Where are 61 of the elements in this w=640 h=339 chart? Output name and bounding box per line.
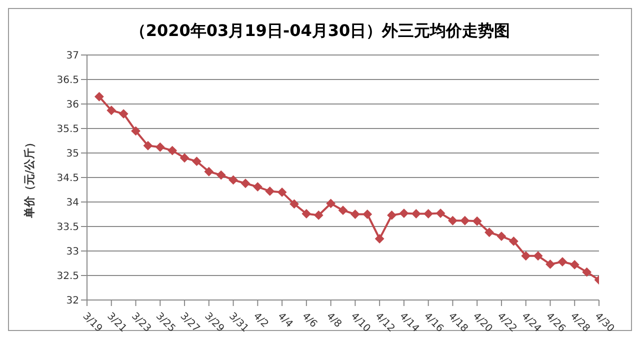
point [412,209,421,218]
point [278,188,287,197]
point [424,209,433,218]
point [253,182,262,192]
y-tick-label: 36 [66,100,79,111]
point [375,234,384,244]
point [106,106,116,115]
point [204,167,214,176]
y-axis-title: 单价（元/公斤） [22,136,36,220]
x-tick-label: 4/2 [251,310,270,330]
y-tick-label: 36.5 [56,75,79,86]
point [119,109,128,118]
y-tick-label: 34 [66,198,79,209]
point [448,216,458,226]
point [143,141,152,150]
point [521,251,530,260]
point [338,206,348,215]
point [484,228,494,237]
point [216,170,226,180]
point [180,153,190,162]
y-tick-label: 33.5 [56,222,79,234]
point [290,199,299,208]
point [534,251,543,260]
point [156,142,165,152]
y-tick-label: 37 [66,50,79,62]
point [460,216,470,226]
y-tick-label: 35.5 [56,124,79,136]
point [436,208,446,218]
point [362,210,372,219]
point [558,257,567,266]
point [131,126,140,136]
x-tick-label: 4/30 [592,310,616,335]
point [228,175,238,184]
point [509,236,518,246]
point [240,178,250,188]
point [399,208,408,218]
point [546,260,555,269]
point [314,210,324,220]
point [350,210,360,219]
chart-title: （2020年03月19日-04月30日）外三元均价走势图 [128,20,512,42]
point [387,210,396,220]
x-tick-label: 4/6 [300,310,319,330]
point [265,186,274,196]
point [570,260,580,270]
point [496,232,506,241]
x-tick-label: 4/10 [348,310,372,335]
point [472,216,482,226]
point [326,198,336,208]
y-tick-label: 35 [66,148,79,160]
y-tick-label: 34.5 [56,173,79,184]
x-tick-label: 4/20 [470,310,494,335]
y-tick-label: 32.5 [56,271,79,282]
x-tick-label: 4/8 [324,310,344,330]
point [94,92,104,102]
point [168,146,177,156]
point [582,268,592,277]
point [302,209,311,218]
y-tick-label: 33 [66,246,79,258]
x-tick-label: 4/4 [275,310,295,330]
point [192,156,202,166]
y-tick-label: 32 [66,296,79,307]
